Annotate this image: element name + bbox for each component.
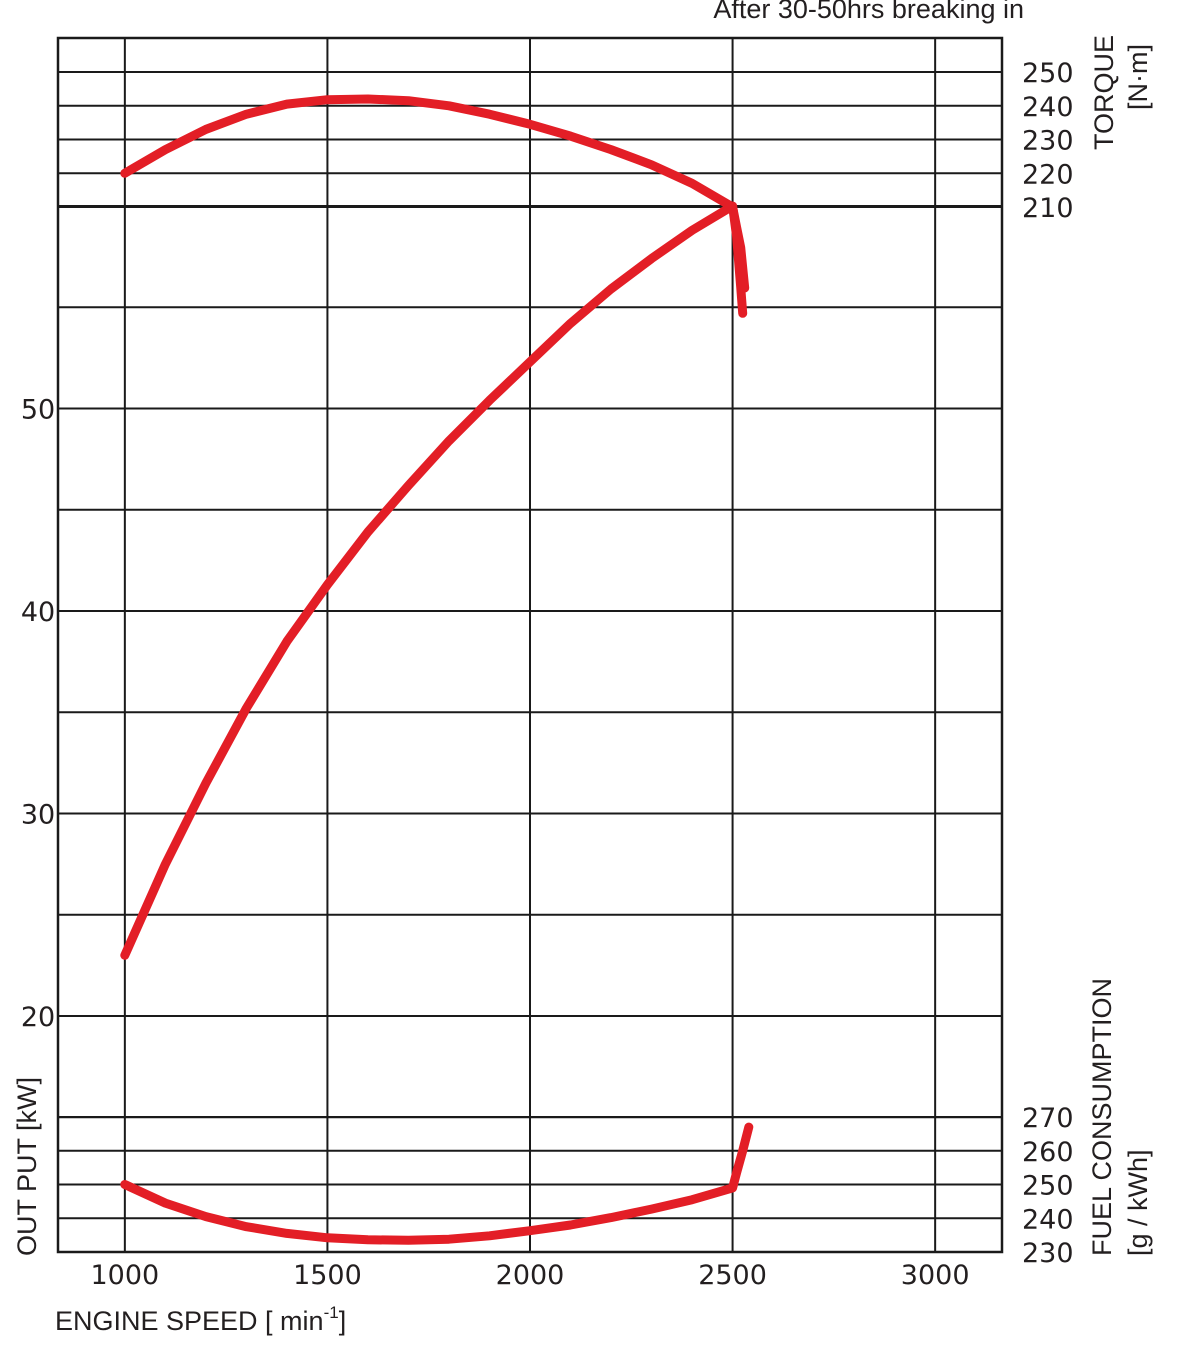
torque-tick-label: 240 <box>1022 92 1074 123</box>
x-tick-label: 3000 <box>901 1260 970 1291</box>
torque-tick-label: 230 <box>1022 126 1074 157</box>
grid <box>58 38 1002 1252</box>
x-tick-label: 2500 <box>698 1260 767 1291</box>
fuel-tick-label: 240 <box>1022 1204 1074 1235</box>
x-tick-label: 2000 <box>496 1260 565 1291</box>
x-axis-title-close: ] <box>339 1306 347 1336</box>
annotation-text: After 30-50hrs breaking in <box>713 0 1024 24</box>
torque-axis-unit: [N·m] <box>1123 44 1153 110</box>
output-tick-label: 50 <box>21 395 55 426</box>
output-curve <box>120 201 748 960</box>
torque-tick-label: 220 <box>1022 159 1074 190</box>
output-axis-title: OUT PUT [kW] <box>12 1077 42 1256</box>
torque-axis-title: TORQUE <box>1089 35 1119 150</box>
output-tick-label: 20 <box>21 1002 55 1033</box>
plot-frame <box>56 36 1004 1254</box>
torque-tick-label: 210 <box>1022 193 1074 224</box>
output-tick-label: 30 <box>21 800 55 831</box>
x-tick-label: 1500 <box>293 1260 362 1291</box>
fuel-tick-label: 270 <box>1022 1103 1074 1134</box>
curves <box>120 94 754 1245</box>
x-axis-title: ENGINE SPEED [ min-1] <box>55 1303 346 1336</box>
fuel-tick-label: 250 <box>1022 1171 1074 1202</box>
x-axis-title-superscript: -1 <box>324 1303 339 1322</box>
fuel-curve <box>120 1122 754 1245</box>
torque-tick-label: 250 <box>1022 58 1074 89</box>
fuel-axis-title: FUEL CONSUMPTION <box>1087 978 1117 1256</box>
x-axis-title-main: ENGINE SPEED [ min <box>55 1306 324 1336</box>
fuel-tick-label: 230 <box>1022 1238 1074 1269</box>
output-tick-label: 40 <box>21 597 55 628</box>
fuel-tick-label: 260 <box>1022 1137 1074 1168</box>
labels: 1000 1500 2000 2500 300020304050210220230240… <box>21 58 1074 1291</box>
fuel-axis-unit: [g / kWh] <box>1123 1149 1153 1256</box>
x-tick-label: 1000 <box>90 1260 159 1291</box>
